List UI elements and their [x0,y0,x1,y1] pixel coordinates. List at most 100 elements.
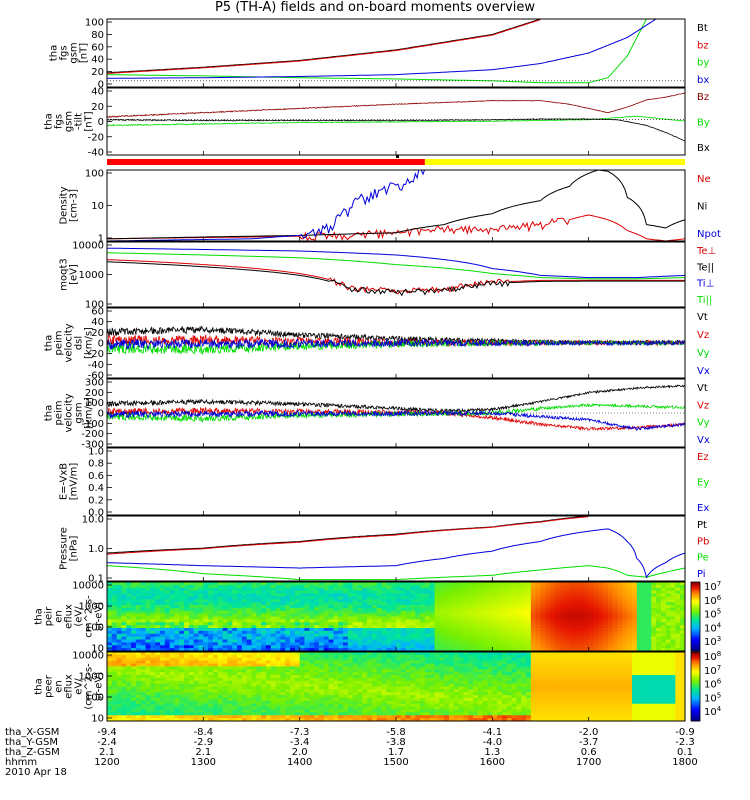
spectrogram-cell [646,599,652,603]
spectrogram-cell [617,636,623,641]
spectrogram-cell [439,622,445,626]
spectrogram-cell [333,584,339,589]
spectrogram-cell [318,605,325,609]
spectrogram-cell [140,689,147,693]
spectrogram-cell [603,645,609,649]
spectrogram-cell [617,630,623,635]
spectrogram-cell [343,587,349,592]
spectrogram-cell [656,636,662,641]
spectrogram-cell [521,625,527,629]
spectrogram-cell [371,625,378,629]
spectrogram-cell [492,596,498,600]
spectrogram-cell [294,672,301,676]
spectrogram-cell [424,683,431,688]
spectrogram-cell [367,607,373,612]
spectrogram-cell [294,590,301,595]
spectrogram-cell [482,610,489,615]
spectrogram-cell [131,584,137,589]
spectrogram-cell [651,605,657,609]
spectrogram-cell [116,686,122,690]
spectrogram-cell [448,672,455,676]
spectrogram-cell [309,703,315,708]
spectrogram-cell [208,663,214,667]
spectrogram-cell [501,630,508,635]
y-tick-label: 0 [98,117,104,128]
spectrogram-cell [400,630,407,635]
spectrogram-cell [222,584,228,589]
spectrogram-cell [680,599,685,603]
spectrogram-cell [636,610,643,615]
spectrogram-cell [261,703,267,708]
spectrogram-cell [121,680,127,685]
spectrogram-cell [468,718,474,721]
spectrogram-cell [294,709,301,713]
spectrogram-cell [400,677,407,682]
spectrogram-cell [241,599,248,603]
spectrogram-cell [429,700,436,705]
spectrogram-cell [164,593,171,597]
spectrogram-cell [646,587,652,592]
spectrogram-cell [150,599,156,603]
spectrogram-cell [675,636,681,641]
spectrogram-cell [309,630,315,635]
spectrogram-cell [140,660,147,665]
spectrogram-cell [241,652,248,656]
spectrogram-cell [477,698,484,702]
spectrogram-cell [241,657,248,662]
spectrogram-cell [150,633,156,638]
spectrogram-cell [131,590,137,595]
spectrogram-cell [598,599,604,603]
spectrogram-cell [569,587,575,592]
spectrogram-cell [376,607,383,612]
spectrogram-cell [444,599,450,603]
spectrogram-cell [381,652,387,656]
spectrogram-cell [184,584,190,589]
spectrogram-cell [294,599,301,603]
y-tick-label: 0.2 [88,495,104,506]
spectrogram-cell [193,675,200,679]
spectrogram-cell [241,584,248,589]
spectrogram-cell [612,607,619,612]
spectrogram-cell [140,657,147,662]
spectrogram-cell [468,593,474,597]
spectrogram-cell [164,683,171,688]
spectrogram-cell [376,709,383,713]
spectrogram-cell [420,616,426,620]
spectrogram-cell [641,590,647,595]
spectrogram-cell [179,695,185,699]
spectrogram-cell [675,593,681,597]
spectrogram-cell [665,639,672,643]
spectrogram-cell [371,636,378,641]
spectrogram-cell [116,698,122,702]
spectrogram-cell [217,652,224,656]
spectrogram-cell [367,706,373,711]
spectrogram-cell [333,590,339,595]
spectrogram-cell [164,703,171,708]
spectrogram-cell [612,642,619,646]
spectrogram-cell [155,610,161,615]
spectrogram-cell [198,630,204,635]
spectrogram-cell [155,695,161,699]
spectrogram-cell [290,669,296,673]
spectrogram-cell [217,645,224,649]
spectrogram-cell [391,657,397,662]
spectrogram-cell [424,628,431,632]
spectrogram-cell [275,639,281,643]
spectrogram-cell [405,584,411,589]
spectrogram-cell [434,596,440,600]
spectrogram-cell [526,593,532,597]
spectrogram-cell [155,680,161,685]
spectrogram-cell [420,715,426,719]
spectrogram-cell [429,593,436,597]
spectrogram-cell [184,686,190,690]
spectrogram-cell [246,605,252,609]
spectrogram-cell [126,683,132,688]
spectrogram-cell [362,677,368,682]
spectrogram-cell [203,706,209,711]
spectrogram-cell [583,628,590,632]
spectrogram-cell [424,718,431,721]
spectrogram-cell [371,596,378,600]
spectrogram-cell [280,599,286,603]
spectrogram-cell [501,613,508,618]
spectrogram-cell [627,613,633,618]
